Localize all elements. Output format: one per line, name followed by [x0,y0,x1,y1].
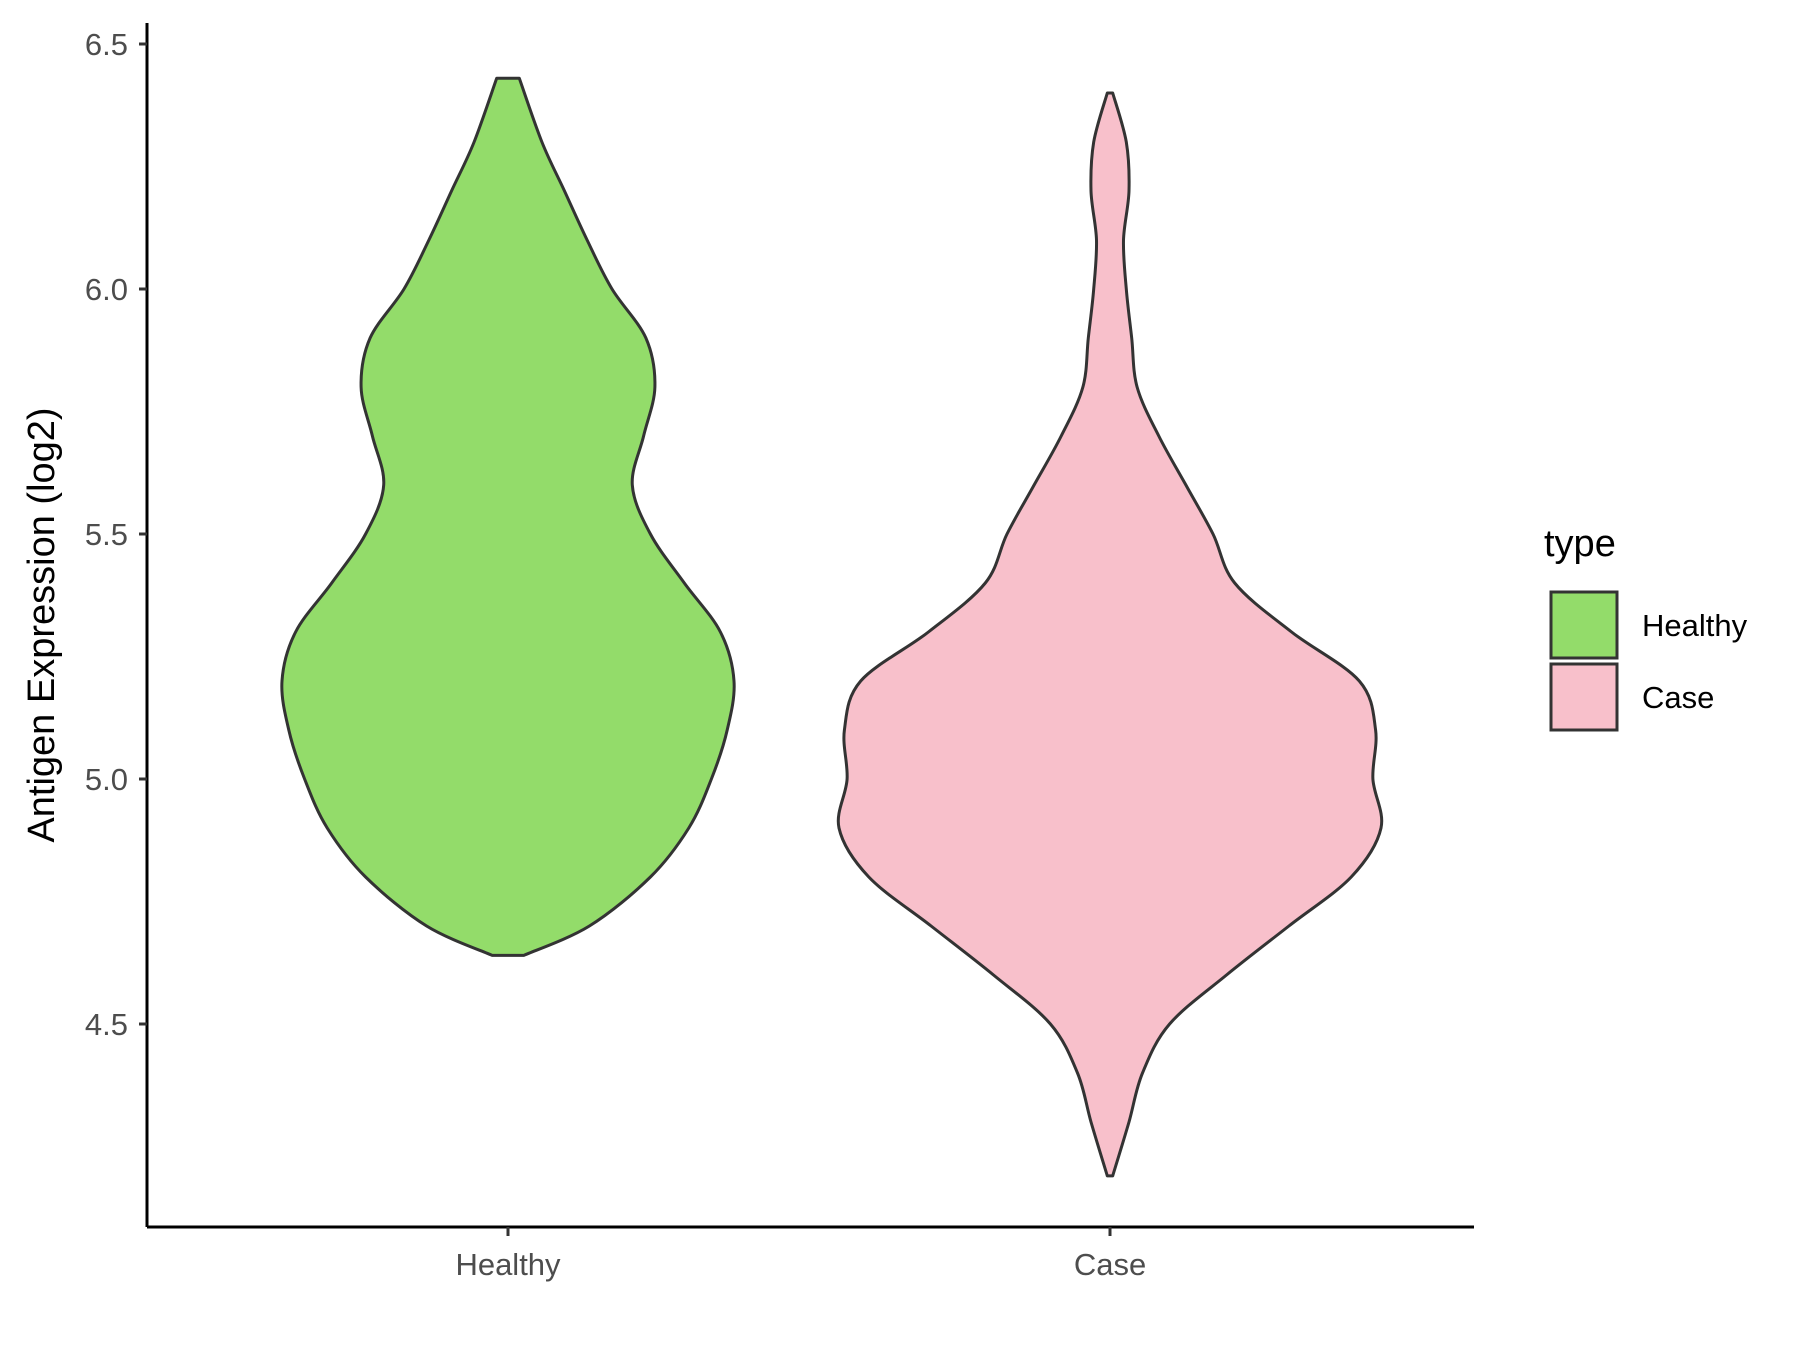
violin-healthy [280,76,736,957]
y-tick-label: 5.5 [85,517,128,552]
legend-swatch-healthy [1549,590,1619,660]
legend-swatch-case [1549,662,1619,732]
legend: type Healthy Case [1544,523,1748,732]
violin-case [836,91,1384,1178]
x-ticks: Healthy Case [455,1227,1146,1282]
y-axis-title: Antigen Expression (log2) [21,407,63,842]
y-tick-label: 6.0 [85,272,128,307]
violins-layer [280,76,1384,1178]
x-tick-label-case: Case [1074,1247,1146,1282]
y-ticks: 4.5 5.0 5.5 6.0 6.5 [85,27,147,1042]
legend-title: type [1544,523,1616,565]
y-tick-label: 4.5 [85,1007,128,1042]
y-tick-label: 6.5 [85,27,128,62]
x-tick-label-healthy: Healthy [455,1247,561,1282]
legend-label-healthy: Healthy [1642,608,1748,643]
legend-label-case: Case [1642,680,1714,715]
y-tick-label: 5.0 [85,762,128,797]
legend-items: Healthy Case [1549,590,1748,732]
